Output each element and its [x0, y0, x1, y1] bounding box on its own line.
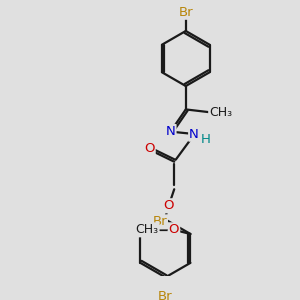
Text: O: O — [163, 199, 173, 212]
Text: CH₃: CH₃ — [135, 223, 158, 236]
Text: Br: Br — [178, 6, 193, 19]
Text: N: N — [189, 128, 199, 141]
Text: CH₃: CH₃ — [209, 106, 232, 119]
Text: O: O — [169, 223, 179, 236]
Text: Br: Br — [158, 290, 173, 300]
Text: H: H — [201, 133, 211, 146]
Text: N: N — [166, 125, 175, 138]
Text: O: O — [144, 142, 155, 155]
Text: Br: Br — [152, 215, 167, 228]
